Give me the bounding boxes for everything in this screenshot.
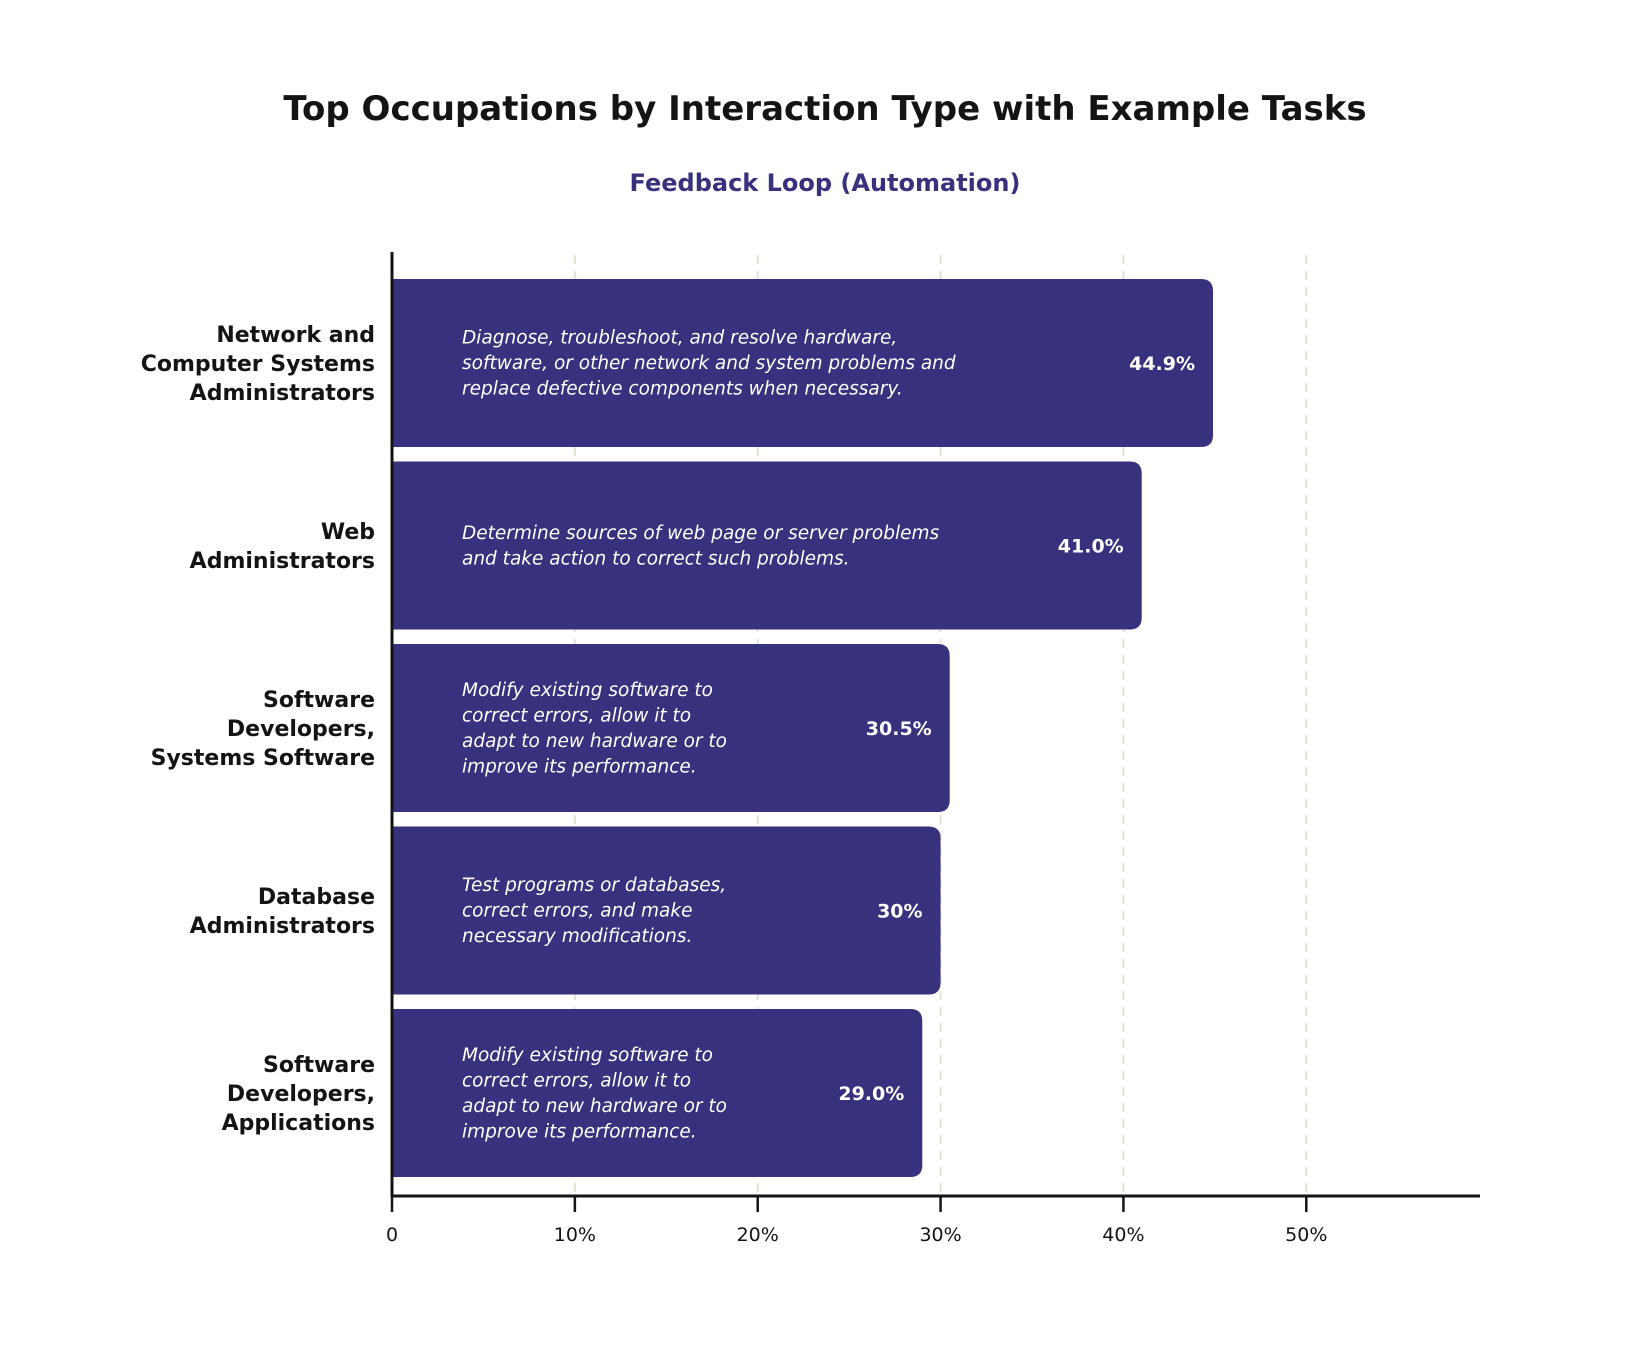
category-label-line: Developers, bbox=[227, 717, 375, 742]
bar-task-line: Modify existing software to bbox=[462, 1045, 713, 1066]
bar-task-line: correct errors, allow it to bbox=[462, 705, 691, 726]
bar-task-line: Determine sources of web page or server … bbox=[462, 523, 940, 544]
bar-task-text: Modify existing software to correct error… bbox=[462, 680, 727, 778]
bar-task-text: Test programs or databases, correct error… bbox=[462, 875, 726, 947]
category-label: Network and Computer Systems Administrator… bbox=[141, 323, 375, 406]
x-tick-label: 10% bbox=[554, 1224, 596, 1246]
category-label-line: Administrators bbox=[190, 549, 375, 574]
bar-task-text: Determine sources of web page or server … bbox=[462, 523, 940, 570]
x-tick-label: 20% bbox=[737, 1224, 779, 1246]
bar-value-label: 30% bbox=[877, 901, 922, 923]
bar-task-line: adapt to new hardware or to bbox=[462, 1096, 727, 1117]
bar-task-line: and take action to correct such problems… bbox=[462, 548, 850, 569]
bar-group: Modify existing software to correct error… bbox=[392, 644, 950, 812]
bar-group: Determine sources of web page or server … bbox=[392, 461, 1142, 630]
category-label-line: Software bbox=[263, 688, 375, 713]
x-tick-label: 50% bbox=[1285, 1224, 1327, 1246]
bar-value-label: 41.0% bbox=[1058, 536, 1124, 558]
bar-value-label: 44.9% bbox=[1129, 353, 1195, 375]
chart-title: Top Occupations by Interaction Type with… bbox=[283, 89, 1366, 129]
bar-task-line: Test programs or databases, bbox=[462, 875, 726, 896]
bar-task-line: correct errors, and make bbox=[462, 901, 692, 922]
bar-task-line: necessary modifications. bbox=[462, 926, 692, 947]
bar bbox=[392, 1009, 923, 1177]
category-label-line: Database bbox=[258, 885, 375, 910]
chart-subtitle: Feedback Loop (Automation) bbox=[630, 169, 1021, 197]
category-label-line: Applications bbox=[222, 1111, 375, 1136]
x-tick-label: 40% bbox=[1102, 1224, 1144, 1246]
category-label-line: Systems Software bbox=[151, 746, 375, 771]
bar-group: Test programs or databases, correct error… bbox=[392, 826, 941, 995]
category-label-line: Computer Systems bbox=[141, 352, 375, 377]
category-labels: Network and Computer Systems Administrator… bbox=[141, 323, 375, 1136]
bar bbox=[392, 279, 1214, 447]
bar-task-line: adapt to new hardware or to bbox=[462, 731, 727, 752]
bar-value-label: 29.0% bbox=[838, 1083, 904, 1105]
bar-task-line: replace defective components when necess… bbox=[462, 379, 903, 400]
bar bbox=[392, 826, 941, 995]
category-label-line: Administrators bbox=[190, 381, 375, 406]
category-label-line: Administrators bbox=[190, 914, 375, 939]
bar-task-line: correct errors, allow it to bbox=[462, 1070, 691, 1091]
category-label-line: Software bbox=[263, 1053, 375, 1078]
bar-task-line: Modify existing software to bbox=[462, 680, 713, 701]
bar-group: Modify existing software to correct error… bbox=[392, 1009, 923, 1177]
axes bbox=[390, 252, 1480, 1198]
bar-value-label: 30.5% bbox=[866, 718, 932, 740]
bar-task-text: Modify existing software to correct error… bbox=[462, 1045, 727, 1143]
x-tick-label: 30% bbox=[919, 1224, 961, 1246]
category-label-line: Developers, bbox=[227, 1082, 375, 1107]
x-tick-label: 0 bbox=[386, 1224, 398, 1246]
category-label-line: Network and bbox=[216, 323, 375, 348]
bar-task-line: improve its performance. bbox=[462, 1121, 697, 1142]
x-axis-ticks: 0 10% 20% 30% 40% 50% bbox=[386, 1196, 1327, 1246]
category-label: Software Developers, Applications bbox=[222, 1053, 375, 1136]
bar-task-line: Diagnose, troubleshoot, and resolve hard… bbox=[462, 328, 897, 349]
bars: Diagnose, troubleshoot, and resolve hard… bbox=[392, 279, 1214, 1177]
bar-task-text: Diagnose, troubleshoot, and resolve hard… bbox=[462, 328, 956, 400]
category-label: Database Administrators bbox=[190, 885, 375, 939]
bar bbox=[392, 644, 950, 812]
category-label: Software Developers, Systems Software bbox=[151, 688, 375, 771]
category-label-line: Web bbox=[321, 520, 375, 545]
bar-group: Diagnose, troubleshoot, and resolve hard… bbox=[392, 279, 1214, 447]
bar-task-line: software, or other network and system pr… bbox=[462, 353, 956, 374]
bar-task-line: improve its performance. bbox=[462, 756, 697, 777]
bar bbox=[392, 461, 1142, 630]
category-label: Web Administrators bbox=[190, 520, 375, 574]
